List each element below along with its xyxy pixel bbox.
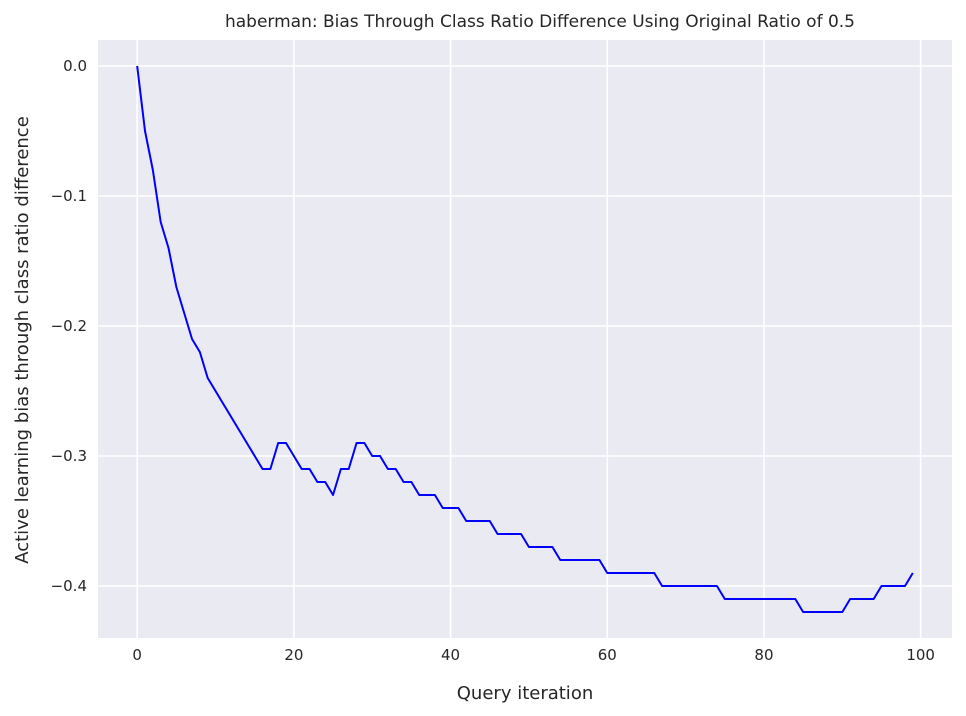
y-tick-label: −0.4 (51, 577, 87, 595)
x-tick-label: 40 (441, 646, 460, 664)
y-tick-label: −0.1 (51, 187, 87, 205)
y-tick-label: −0.3 (51, 447, 87, 465)
x-tick-label: 60 (598, 646, 617, 664)
x-axis-label: Query iteration (457, 683, 593, 704)
x-tick-label: 80 (754, 646, 773, 664)
series-layer (136, 65, 914, 613)
y-tick-label: 0.0 (63, 57, 87, 75)
x-tick-label: 100 (906, 646, 935, 664)
y-axis-label: Active learning bias through class ratio… (12, 116, 33, 564)
x-grid (136, 40, 922, 638)
plot-area (98, 40, 952, 638)
x-tick-label: 0 (132, 646, 142, 664)
x-tick-labels: 0 20 40 60 80 100 (132, 646, 935, 664)
x-tick-label: 20 (284, 646, 303, 664)
y-tick-label: −0.2 (51, 317, 87, 335)
chart-title: haberman: Bias Through Class Ratio Diffe… (225, 12, 855, 32)
y-grid (98, 65, 952, 587)
y-tick-labels: 0.0 −0.1 −0.2 −0.3 −0.4 (51, 57, 87, 595)
series-line (136, 65, 914, 613)
